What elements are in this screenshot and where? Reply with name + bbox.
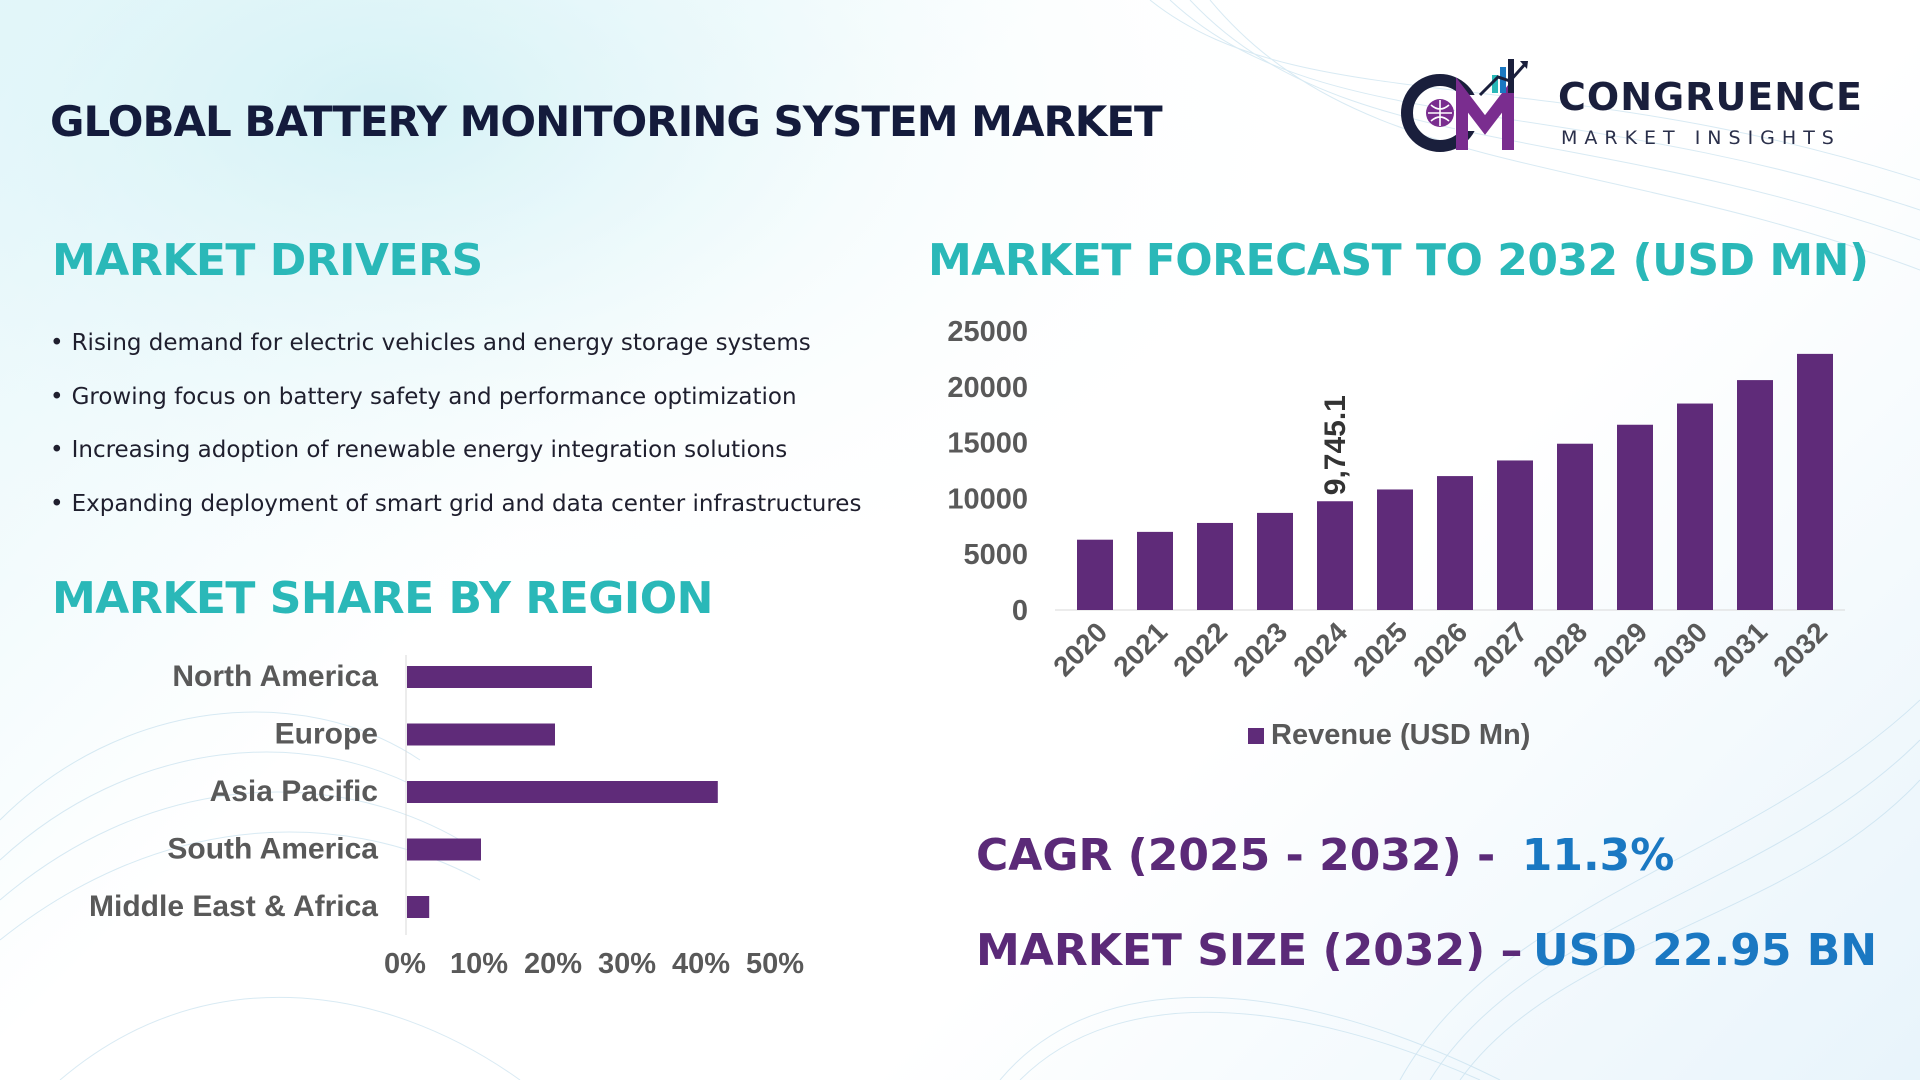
forecast-bar (1677, 403, 1713, 610)
region-category-label: Asia Pacific (210, 775, 378, 808)
region-x-tick-label: 30% (598, 948, 656, 980)
forecast-bar (1557, 443, 1593, 610)
forecast-legend: Revenue (USD Mn) (1248, 719, 1530, 751)
forecast-x-tick-label: 2022 (1167, 616, 1233, 682)
forecast-x-tick-label: 2025 (1347, 616, 1413, 682)
logo-mark-icon (1401, 59, 1528, 152)
driver-item: • Rising demand for electric vehicles and… (50, 330, 811, 356)
driver-item: • Expanding deployment of smart grid and … (50, 490, 862, 517)
region-bar (407, 838, 481, 861)
forecast-y-tick-label: 0 (1012, 595, 1028, 627)
region-bar (407, 781, 718, 803)
forecast-title: MARKET FORECAST TO 2032 (USD MN) (928, 235, 1869, 286)
forecast-bar (1797, 353, 1833, 610)
region-category-label: South America (167, 833, 378, 866)
drivers-title: MARKET DRIVERS (52, 235, 483, 286)
forecast-x-tick-label: 2024 (1287, 616, 1353, 682)
region-share-chart: North America Europe Asia Pacific South Ame… (89, 655, 804, 980)
drivers-list: • Rising demand for electric vehicles and… (50, 330, 950, 544)
forecast-x-tick-label: 2032 (1767, 616, 1833, 682)
forecast-x-tick-label: 2028 (1527, 616, 1593, 682)
forecast-bar (1377, 489, 1413, 610)
forecast-bar (1737, 380, 1773, 610)
forecast-x-tick-label: 2030 (1647, 616, 1713, 682)
market-size-label: MARKET SIZE (2032) – (976, 925, 1523, 976)
region-title: MARKET SHARE BY REGION (52, 573, 714, 624)
cagr-value: 11.3% (1521, 830, 1675, 881)
forecast-bar (1197, 522, 1233, 610)
region-x-tick-label: 50% (746, 948, 804, 980)
cagr-row: CAGR (2025 - 2032) - 11.3% (976, 830, 1674, 881)
region-bar (407, 723, 555, 746)
forecast-y-tick-label: 10000 (947, 483, 1028, 515)
forecast-y-tick-label: 5000 (963, 539, 1028, 571)
forecast-y-tick-label: 25000 (947, 316, 1028, 348)
region-category-label: Middle East & Africa (89, 890, 378, 923)
cagr-label: CAGR (2025 - 2032) - (976, 830, 1496, 881)
forecast-bar (1617, 424, 1653, 610)
forecast-x-tick-label: 2029 (1587, 616, 1653, 682)
region-x-tick-label: 10% (450, 948, 508, 980)
forecast-x-tick-label: 2026 (1407, 616, 1473, 682)
forecast-bar (1437, 476, 1473, 610)
forecast-bar (1257, 512, 1293, 610)
forecast-y-tick-label: 20000 (947, 372, 1028, 404)
forecast-bar (1497, 460, 1533, 610)
market-size-row: MARKET SIZE (2032) – USD 22.95 BN (976, 925, 1877, 976)
driver-item: • Growing focus on battery safety and per… (50, 383, 797, 410)
market-size-value: USD 22.95 BN (1533, 925, 1878, 976)
forecast-x-tick-label: 2031 (1707, 616, 1773, 682)
brand-logo (1400, 55, 1550, 155)
region-category-label: North America (172, 660, 378, 693)
legend-swatch (1248, 728, 1264, 744)
driver-item: • Increasing adoption of renewable energy… (50, 437, 788, 463)
region-x-tick-label: 0% (384, 948, 426, 980)
forecast-bar (1137, 531, 1173, 610)
forecast-bar (1077, 539, 1113, 610)
forecast-x-tick-label: 2020 (1047, 616, 1113, 682)
forecast-x-tick-label: 2023 (1227, 616, 1293, 682)
brand-tagline: MARKET INSIGHTS (1561, 127, 1841, 149)
forecast-x-tick-label: 2027 (1467, 616, 1533, 682)
forecast-data-label: 9,745.1 (1319, 395, 1352, 495)
forecast-bar (1317, 501, 1353, 610)
brand-name: CONGRUENCE (1558, 75, 1863, 119)
page-title: GLOBAL BATTERY MONITORING SYSTEM MARKET (50, 97, 1163, 146)
region-x-tick-label: 40% (672, 948, 730, 980)
region-bar (407, 896, 430, 918)
region-bar (407, 666, 592, 688)
forecast-y-tick-label: 15000 (947, 428, 1028, 460)
legend-label: Revenue (USD Mn) (1271, 719, 1530, 751)
forecast-chart: 0500010000150002000025000202020212022202… (947, 316, 1845, 751)
region-x-tick-label: 20% (524, 948, 582, 980)
forecast-x-tick-label: 2021 (1107, 616, 1173, 682)
region-category-label: Europe (275, 718, 378, 751)
